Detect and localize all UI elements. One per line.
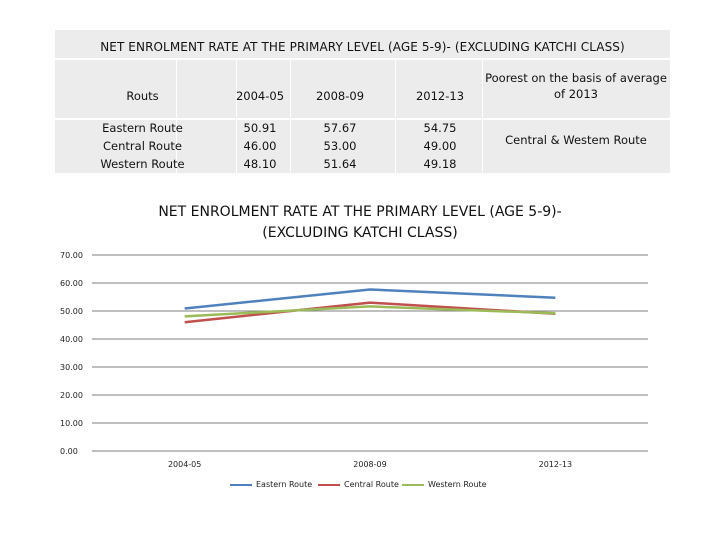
cell-western-2004-05: 48.10	[243, 157, 277, 171]
cell-eastern-2004-05: 50.91	[243, 121, 277, 135]
cell-eastern-2012-13: 54.75	[423, 121, 457, 135]
cell-central-2008-09: 53.00	[323, 139, 357, 153]
y-tick-label: 10.00	[60, 419, 83, 428]
y-tick-label: 20.00	[60, 391, 83, 400]
poorest-value: Central & Westem Route	[505, 133, 647, 147]
y-tick-label: 40.00	[60, 335, 83, 344]
header-routs: Routs	[126, 89, 159, 103]
table-col-divider	[482, 58, 483, 173]
series-line-western-route	[184, 305, 556, 318]
legend-label: Central Route	[344, 480, 399, 489]
y-tick-label: 70.00	[60, 251, 83, 260]
chart-legend: Eastern Route Central Route Western Route	[0, 479, 720, 493]
table-title: NET ENROLMENT RATE AT THE PRIMARY LEVEL …	[100, 40, 625, 54]
cell-western-2008-09: 51.64	[323, 157, 357, 171]
table-divider-top	[55, 58, 670, 60]
table-col-divider	[236, 58, 237, 173]
legend-label: Western Route	[428, 480, 487, 489]
cell-eastern-2008-09: 57.67	[323, 121, 357, 135]
header-2012-13: 2012-13	[415, 89, 465, 103]
table-col-divider	[290, 58, 291, 173]
row-western-route: Western Route	[100, 157, 185, 171]
y-tick-label: 50.00	[60, 307, 83, 316]
y-tick-label: 0.00	[60, 447, 78, 456]
chart-title: NET ENROLMENT RATE AT THE PRIMARY LEVEL …	[158, 204, 562, 241]
legend-swatch	[402, 484, 424, 486]
header-2008-09: 2008-09	[315, 89, 365, 103]
row-eastern-route: Eastern Route	[102, 121, 183, 135]
x-tick-label: 2008-09	[353, 460, 386, 469]
table-col-divider	[395, 58, 396, 173]
table-divider-header	[55, 118, 670, 120]
x-tick-label: 2004-05	[168, 460, 201, 469]
legend-swatch	[230, 484, 252, 486]
legend-swatch	[318, 484, 340, 486]
series-line-eastern-route	[184, 288, 556, 310]
cell-central-2004-05: 46.00	[243, 139, 277, 153]
y-tick-label: 30.00	[60, 363, 83, 372]
x-tick-label: 2012-13	[539, 460, 572, 469]
table-col-divider	[176, 58, 177, 173]
y-tick-label: 60.00	[60, 279, 83, 288]
header-poorest: Poorest on the basis of average of 2013	[485, 71, 667, 101]
cell-western-2012-13: 49.18	[423, 157, 457, 171]
cell-central-2012-13: 49.00	[423, 139, 457, 153]
data-table: NET ENROLMENT RATE AT THE PRIMARY LEVEL …	[55, 30, 670, 173]
legend-label: Eastern Route	[256, 480, 313, 489]
row-central-route: Central Route	[103, 139, 182, 153]
header-2004-05: 2004-05	[235, 89, 285, 103]
